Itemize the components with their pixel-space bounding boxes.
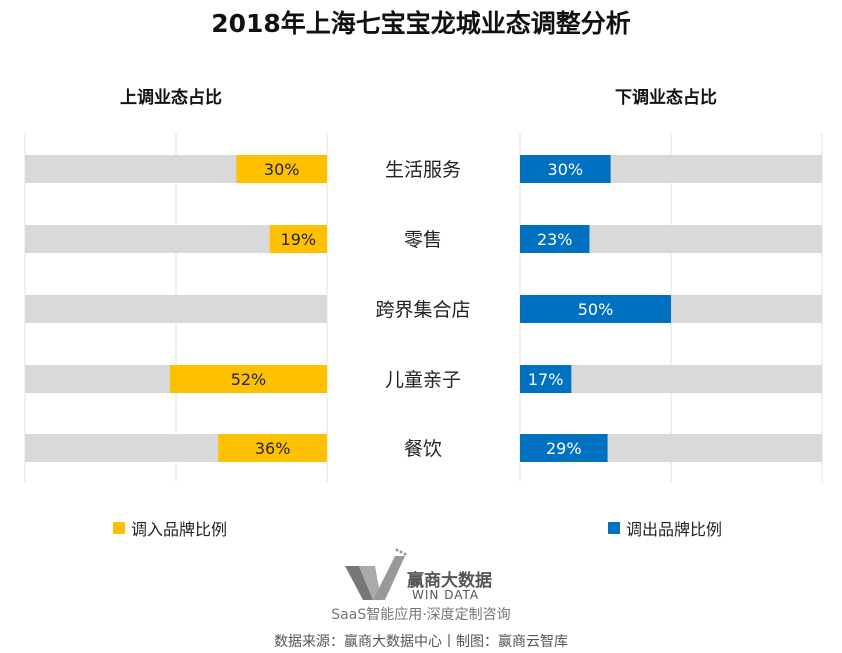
slogan: SaaS智能应用·深度定制咨询: [331, 607, 511, 623]
bar-background: [25, 295, 327, 323]
legend-label: 调入品牌比例: [131, 520, 228, 539]
logo-text-en: WIN DATA: [412, 588, 480, 602]
data-label: 30%: [264, 160, 300, 179]
data-label: 36%: [255, 439, 291, 458]
legend-swatch-yellow: [113, 522, 125, 534]
data-label: 19%: [281, 230, 317, 249]
source-footer: 数据来源：赢商大数据中心丨制图：赢商云智库: [274, 634, 568, 650]
category-label: 跨界集合店: [375, 299, 470, 321]
win-data-logo: [345, 548, 407, 600]
bar-餐饮: [520, 434, 608, 462]
category-label: 餐饮: [404, 438, 442, 460]
data-label: 50%: [578, 300, 614, 319]
bar-零售: [520, 225, 590, 253]
data-label: 23%: [537, 230, 573, 249]
data-label: 17%: [528, 370, 564, 389]
bar-零售: [269, 225, 327, 253]
legend-item-right: 调出品牌比例: [608, 516, 722, 540]
right-panel-subtitle: 下调业态占比: [615, 88, 717, 108]
legend-swatch-blue: [608, 522, 620, 534]
legend-item-left: 调入品牌比例: [113, 516, 227, 540]
bar-餐饮: [218, 434, 327, 462]
category-label: 生活服务: [385, 159, 461, 181]
bar-生活服务: [236, 155, 327, 183]
bar-儿童亲子: [520, 365, 572, 393]
bar-儿童亲子: [169, 365, 327, 393]
category-label: 零售: [404, 229, 442, 251]
data-label: 30%: [548, 160, 584, 179]
category-label: 儿童亲子: [385, 369, 461, 391]
data-label: 29%: [546, 439, 582, 458]
bar-生活服务: [520, 155, 611, 183]
chart-title: 2018年上海七宝宝龙城业态调整分析: [211, 9, 631, 38]
left-panel-subtitle: 上调业态占比: [120, 88, 222, 108]
bar-跨界集合店: [520, 295, 671, 323]
data-label: 52%: [231, 370, 267, 389]
logo-text-cn: 赢商大数据: [407, 571, 492, 591]
legend-label: 调出品牌比例: [626, 520, 723, 539]
